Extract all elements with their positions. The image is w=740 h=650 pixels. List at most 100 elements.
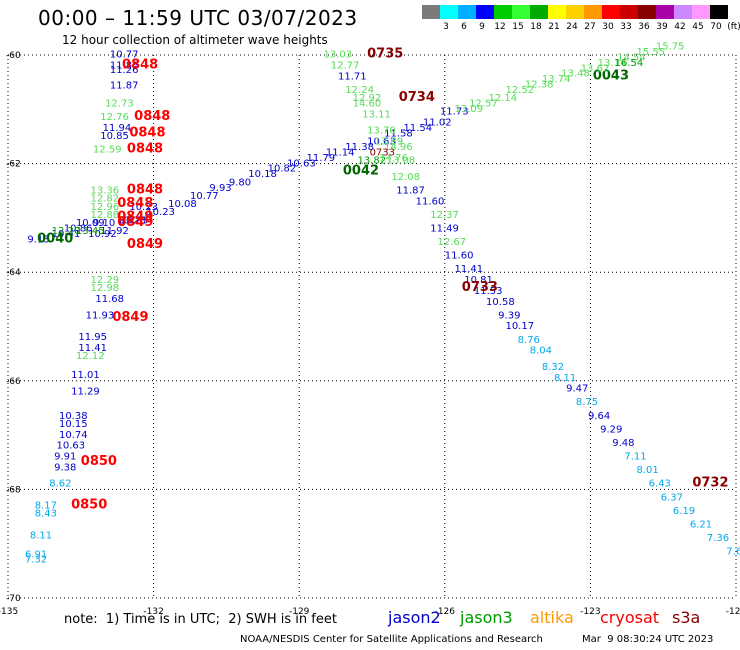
wave-height-label: 8.11	[30, 530, 52, 541]
wave-height-label: 12.12	[76, 351, 105, 362]
wave-height-label: 11.49	[430, 223, 459, 234]
wave-height-label: 13.08	[387, 156, 416, 167]
wave-height-label: 12.37	[430, 210, 459, 221]
wave-height-label: 9.10	[93, 218, 115, 229]
wave-height-label: 7.36	[707, 533, 729, 544]
wave-height-label: 11.60	[445, 251, 474, 262]
wave-height-label: 11.94	[103, 123, 132, 134]
satellite-label-jason3: jason3	[460, 608, 513, 627]
color-scale-label: 39	[656, 22, 668, 32]
wave-height-label: 10.82	[268, 164, 297, 175]
wave-height-label: 13.48	[561, 69, 590, 80]
color-scale-label: 30	[602, 22, 614, 32]
color-swatch	[530, 5, 548, 19]
pass-time-label: 0734	[399, 90, 435, 105]
wave-height-label: 0733	[370, 147, 395, 158]
color-swatch	[674, 5, 692, 19]
color-scale-label: 9	[479, 22, 485, 32]
pass-time-label: 0848	[129, 125, 165, 140]
color-scale-label: 36	[638, 22, 650, 32]
wave-height-label: 11.86	[110, 61, 139, 72]
wave-height-label: 12.14	[488, 93, 517, 104]
wave-height-label: 11.53	[474, 286, 503, 297]
wave-height-label: 9.91	[54, 452, 76, 463]
wave-height-label: 11.26	[110, 65, 139, 76]
wave-height-label: 11.01	[71, 370, 100, 381]
wave-height-label: 9.29	[600, 424, 622, 435]
wave-height-label: 10.18	[248, 169, 277, 180]
wave-height-label: 14.76	[379, 153, 408, 164]
wave-height-label: 12.92	[353, 93, 382, 104]
satellite-label-cryosat: cryosat	[600, 608, 660, 627]
color-swatch	[512, 5, 530, 19]
wave-height-label: 13.36	[91, 185, 120, 196]
x-tick-label: -126	[435, 607, 456, 617]
color-scale-label: 3	[443, 22, 449, 32]
wave-height-label: 10.58	[486, 297, 515, 308]
wave-height-label: 11.87	[110, 81, 139, 92]
pass-time-label: 0848	[127, 182, 163, 197]
pass-time-label: 0850	[71, 497, 107, 512]
color-scale-label: 33	[620, 22, 632, 32]
satellite-label-jason2: jason2	[388, 608, 441, 627]
wave-height-label: 10.86	[64, 223, 93, 234]
pass-time-label: 0849	[112, 310, 148, 325]
color-swatch	[584, 5, 602, 19]
wave-height-label: 13.89	[374, 137, 403, 148]
color-scale-label: 42	[674, 22, 686, 32]
wave-height-label: 14.60	[353, 99, 382, 110]
wave-height-label: 12.29	[91, 275, 120, 286]
wave-height-label: 13.11	[362, 109, 391, 120]
wave-height-label: 13.74	[542, 74, 571, 85]
wave-height-label: 15.55	[637, 47, 666, 58]
pass-time-label: 0850	[81, 454, 117, 469]
wave-height-label: 10.85	[100, 131, 129, 142]
color-scale-label: 24	[566, 22, 578, 32]
pass-time-label: 0043	[593, 68, 629, 83]
wave-height-label: 11.29	[71, 386, 100, 397]
satellite-label-s3a: s3a	[672, 608, 701, 627]
wave-height-label: 8.11	[554, 373, 576, 384]
wave-height-label: 9.47	[566, 384, 588, 395]
wave-height-label: 8.17	[35, 500, 57, 511]
wave-height-label: 10.23	[117, 215, 146, 226]
satellite-label-altika: altika	[530, 608, 574, 627]
wave-height-label: 9.38	[54, 462, 76, 473]
pass-time-label: 0042	[343, 163, 379, 178]
pass-time-label: 0849	[117, 210, 153, 225]
wave-height-label: 10.38	[59, 411, 88, 422]
wave-height-label: 12.88	[91, 210, 120, 221]
x-tick-label: -120	[726, 607, 740, 617]
color-scale-label: 70	[710, 22, 722, 32]
color-swatch	[422, 5, 440, 19]
wave-height-label: 13.82	[357, 156, 386, 167]
wave-height-label: 11.73	[440, 107, 469, 118]
color-scale-label: 21	[548, 22, 560, 32]
wave-height-label: 10.77	[190, 191, 219, 202]
color-scale-label: 45	[692, 22, 704, 32]
wave-height-label: 13.45	[76, 226, 105, 237]
wave-height-label: 8.62	[49, 479, 71, 490]
wave-height-label: 9.93	[209, 183, 231, 194]
wave-height-label: 12.24	[345, 85, 374, 96]
wave-height-label: 7.11	[624, 452, 646, 463]
x-tick-label: -135	[0, 607, 18, 617]
wave-height-label: 9.80	[229, 177, 251, 188]
y-tick-label: -64	[6, 268, 21, 278]
wave-height-label: 8.32	[542, 362, 564, 373]
wave-height-label: 11.58	[384, 128, 413, 139]
wave-height-label: 13.03	[323, 50, 352, 61]
page-title: 00:00 – 11:59 UTC 03/07/2023	[38, 6, 358, 30]
wave-height-label: 10.63	[287, 158, 316, 169]
wave-height-label: 7.32	[25, 555, 47, 566]
wave-height-label: 10.23	[120, 215, 149, 226]
color-scale-label: 6	[461, 22, 467, 32]
wave-height-label: 10.92	[88, 229, 117, 240]
wave-height-label: 12.98	[91, 283, 120, 294]
pass-time-label: 0733	[462, 280, 498, 295]
wave-height-label: 11.95	[78, 332, 107, 343]
wave-height-label: 13.70	[367, 126, 396, 137]
color-scale-label: (ft)	[727, 22, 740, 32]
wave-height-label: 11.71	[338, 71, 367, 82]
